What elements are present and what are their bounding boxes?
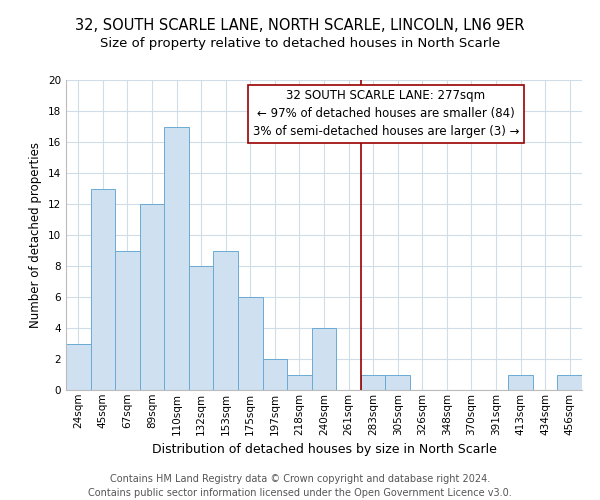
Bar — [557, 374, 582, 390]
Bar — [385, 374, 410, 390]
Bar — [361, 374, 385, 390]
Bar — [508, 374, 533, 390]
Bar — [140, 204, 164, 390]
Bar — [164, 126, 189, 390]
X-axis label: Distribution of detached houses by size in North Scarle: Distribution of detached houses by size … — [152, 443, 496, 456]
Bar — [66, 344, 91, 390]
Bar — [287, 374, 312, 390]
Bar — [312, 328, 336, 390]
Bar — [214, 250, 238, 390]
Bar — [91, 188, 115, 390]
Bar — [263, 359, 287, 390]
Text: Size of property relative to detached houses in North Scarle: Size of property relative to detached ho… — [100, 38, 500, 51]
Text: Contains HM Land Registry data © Crown copyright and database right 2024.
Contai: Contains HM Land Registry data © Crown c… — [88, 474, 512, 498]
Bar — [115, 250, 140, 390]
Y-axis label: Number of detached properties: Number of detached properties — [29, 142, 43, 328]
Text: 32, SOUTH SCARLE LANE, NORTH SCARLE, LINCOLN, LN6 9ER: 32, SOUTH SCARLE LANE, NORTH SCARLE, LIN… — [75, 18, 525, 32]
Bar — [238, 297, 263, 390]
Text: 32 SOUTH SCARLE LANE: 277sqm
← 97% of detached houses are smaller (84)
3% of sem: 32 SOUTH SCARLE LANE: 277sqm ← 97% of de… — [253, 90, 519, 138]
Bar — [189, 266, 214, 390]
